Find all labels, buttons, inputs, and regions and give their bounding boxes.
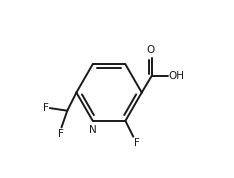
Text: OH: OH — [168, 71, 184, 81]
Text: F: F — [58, 129, 63, 139]
Text: O: O — [147, 45, 155, 55]
Text: F: F — [43, 103, 48, 113]
Text: N: N — [89, 125, 97, 135]
Text: F: F — [134, 138, 140, 148]
